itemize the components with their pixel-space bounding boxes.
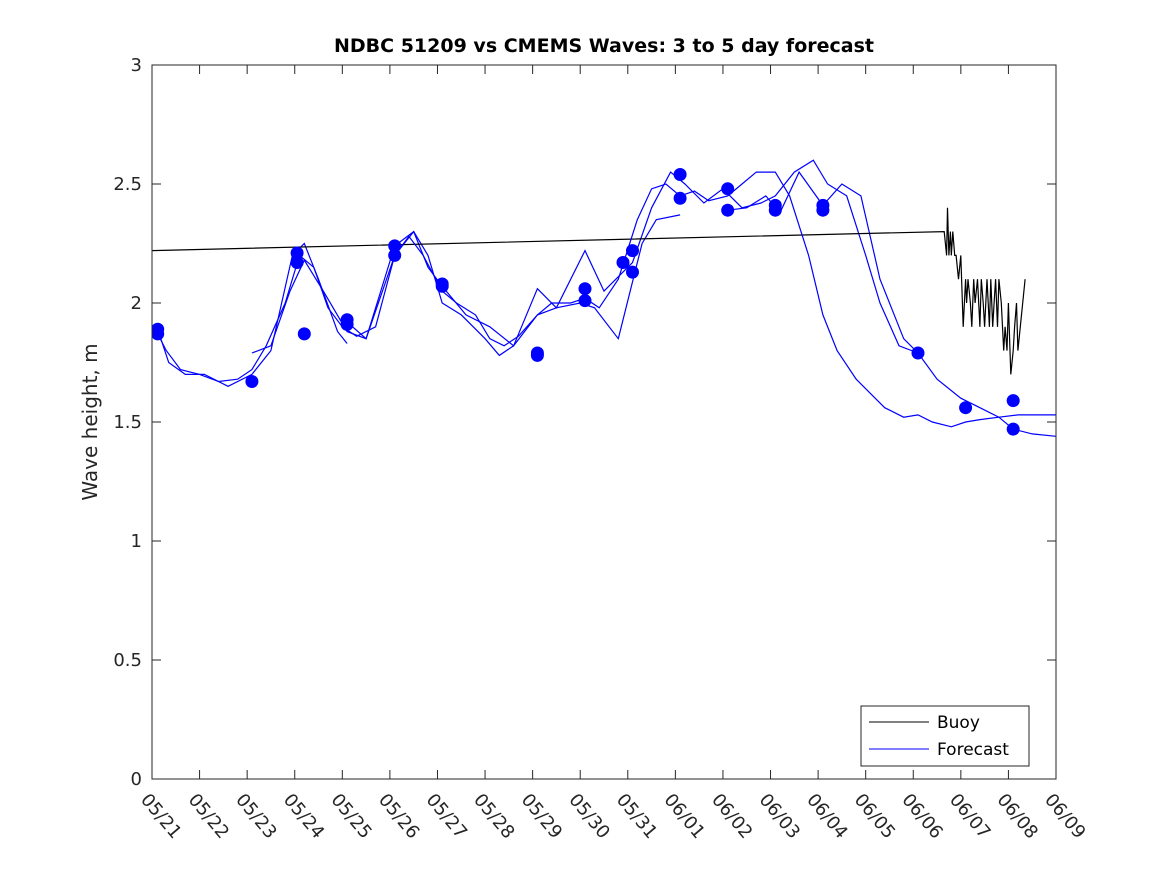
legend-label-buoy: Buoy — [937, 713, 980, 733]
forecast-marker — [768, 203, 782, 217]
forecast-marker — [245, 375, 259, 388]
forecast-marker — [340, 317, 354, 331]
plot-area — [152, 159, 1056, 437]
forecast-marker — [297, 327, 311, 341]
forecast-marker — [673, 168, 687, 181]
forecast-marker — [435, 279, 449, 293]
legend-label-forecast: Forecast — [937, 740, 1009, 760]
forecast-marker — [1006, 394, 1020, 408]
forecast-marker — [616, 256, 630, 269]
forecast-run-line-1 — [251, 214, 681, 357]
forecast-marker — [1006, 422, 1020, 436]
forecast-marker — [911, 346, 925, 360]
forecast-marker — [388, 248, 402, 262]
forecast-marker — [626, 244, 639, 258]
forecast-marker — [530, 348, 544, 362]
forecast-marker — [152, 327, 165, 341]
y-tick-label: 1 — [131, 531, 142, 552]
y-axis-label: Wave height, m — [78, 343, 102, 500]
forecast-marker — [721, 182, 735, 196]
legend: Buoy Forecast — [860, 705, 1030, 767]
y-tick-label: 2.5 — [113, 174, 142, 195]
forecast-marker — [290, 256, 304, 269]
forecast-marker — [290, 246, 304, 260]
forecast-marker — [959, 401, 973, 415]
forecast-marker — [388, 239, 402, 253]
chart-title: NDBC 51209 vs CMEMS Waves: 3 to 5 day fo… — [334, 35, 874, 57]
forecast-marker — [816, 203, 830, 217]
forecast-marker — [721, 203, 735, 217]
forecast-marker — [578, 294, 592, 308]
y-tick-label: 0 — [131, 769, 142, 790]
forecast-marker — [578, 282, 592, 296]
forecast-marker — [673, 191, 687, 205]
legend-box — [860, 705, 1030, 767]
series-line-forecast — [157, 171, 1056, 428]
y-tick-label: 0.5 — [113, 650, 142, 671]
forecast-marker — [626, 265, 639, 279]
y-tick-label: 3 — [131, 55, 142, 76]
y-tick-label: 2 — [131, 293, 142, 314]
y-tick-label: 1.5 — [113, 412, 142, 433]
series-line-buoy — [152, 207, 1026, 375]
